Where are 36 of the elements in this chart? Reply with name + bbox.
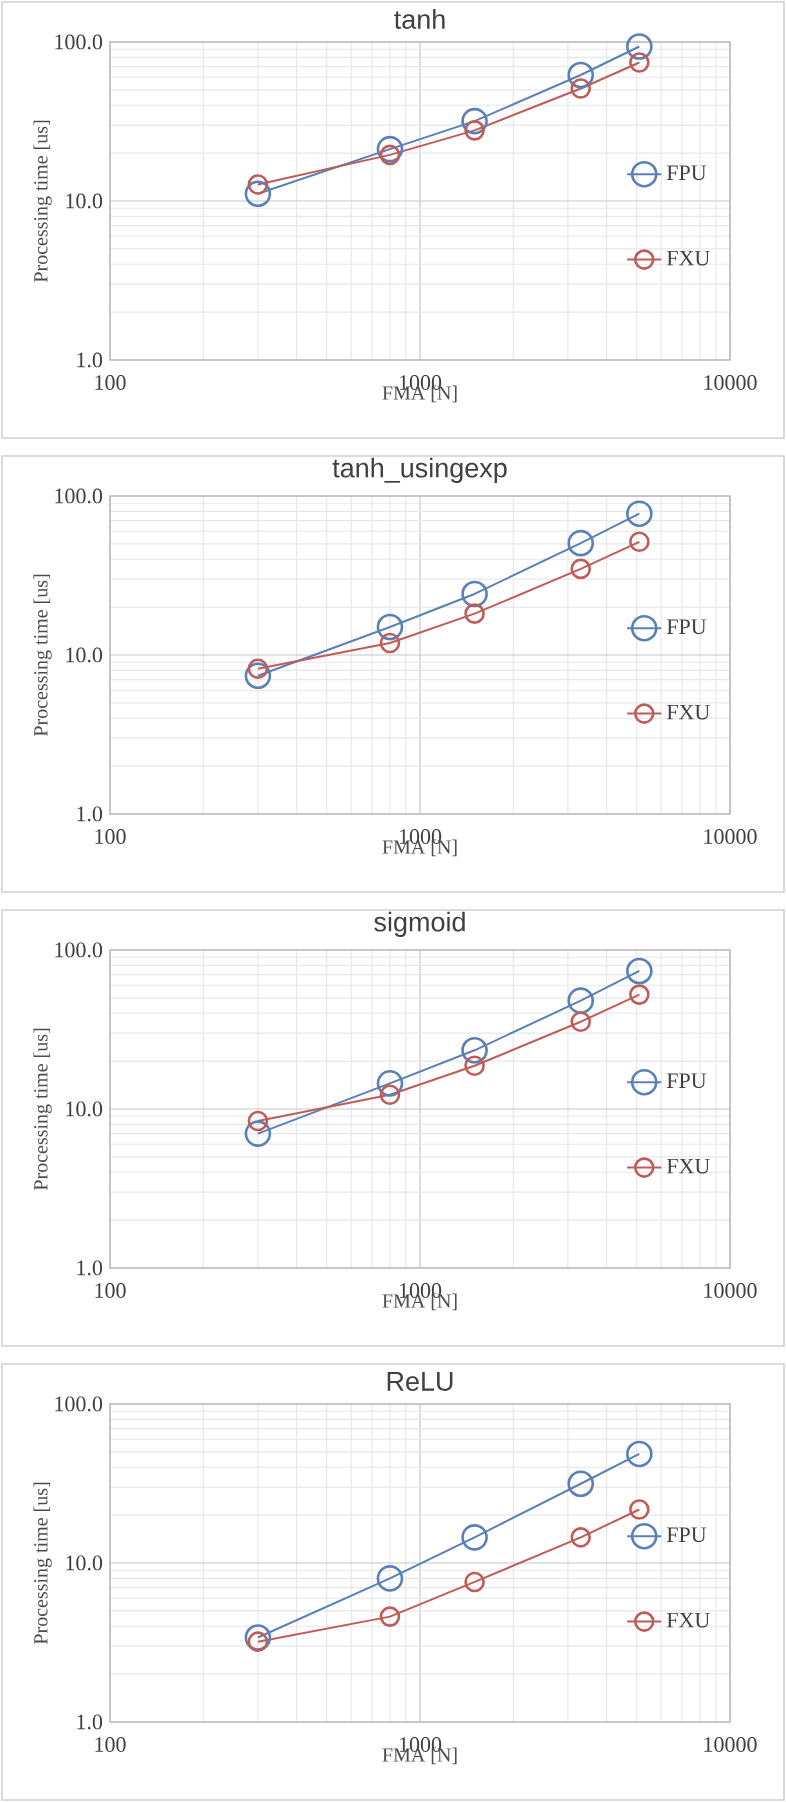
y-tick-label: 10.0 <box>66 647 103 663</box>
x-tick-label: 100 <box>95 1283 126 1298</box>
legend-label: FPU <box>666 165 707 181</box>
y-tick-label: 10.0 <box>66 193 103 209</box>
chart-title: tanh_usingexp <box>332 457 507 483</box>
legend-label: FPU <box>666 619 707 635</box>
y-tick-label: 10.0 <box>66 1101 103 1117</box>
chart-title: sigmoid <box>374 911 465 937</box>
y-axis-title: Processing time [us] <box>33 120 52 283</box>
y-axis-title: Processing time [us] <box>33 1028 52 1191</box>
x-tick-label: 10000 <box>704 1737 757 1752</box>
y-tick-label: 1.0 <box>77 352 103 368</box>
y-tick-label: 100.0 <box>55 1396 103 1412</box>
chart-title: ReLU <box>387 1372 453 1391</box>
x-tick-label: 10000 <box>704 375 757 390</box>
legend-label: FXU <box>666 250 710 266</box>
legend-label: FPU <box>666 1073 707 1089</box>
chart-title: tanh <box>394 9 445 29</box>
y-axis-title: Processing time [us] <box>33 1482 52 1645</box>
legend-label: FXU <box>666 704 710 720</box>
legend-label: FXU <box>666 1612 710 1628</box>
y-tick-label: 1.0 <box>77 1260 103 1276</box>
y-axis-title: Processing time [us] <box>33 574 52 737</box>
y-tick-label: 100.0 <box>55 488 103 504</box>
y-tick-label: 10.0 <box>66 1555 103 1571</box>
legend-label: FXU <box>666 1158 710 1174</box>
x-tick-label: 100 <box>95 829 126 844</box>
legend-label: FPU <box>666 1527 707 1543</box>
x-tick-label: 10000 <box>704 829 757 844</box>
y-tick-label: 100.0 <box>55 942 103 958</box>
x-tick-label: 100 <box>95 375 126 390</box>
x-tick-label: 10000 <box>704 1283 757 1298</box>
y-tick-label: 1.0 <box>77 1714 103 1730</box>
y-tick-label: 100.0 <box>55 34 103 50</box>
y-tick-label: 1.0 <box>77 806 103 822</box>
x-tick-label: 100 <box>95 1737 126 1752</box>
